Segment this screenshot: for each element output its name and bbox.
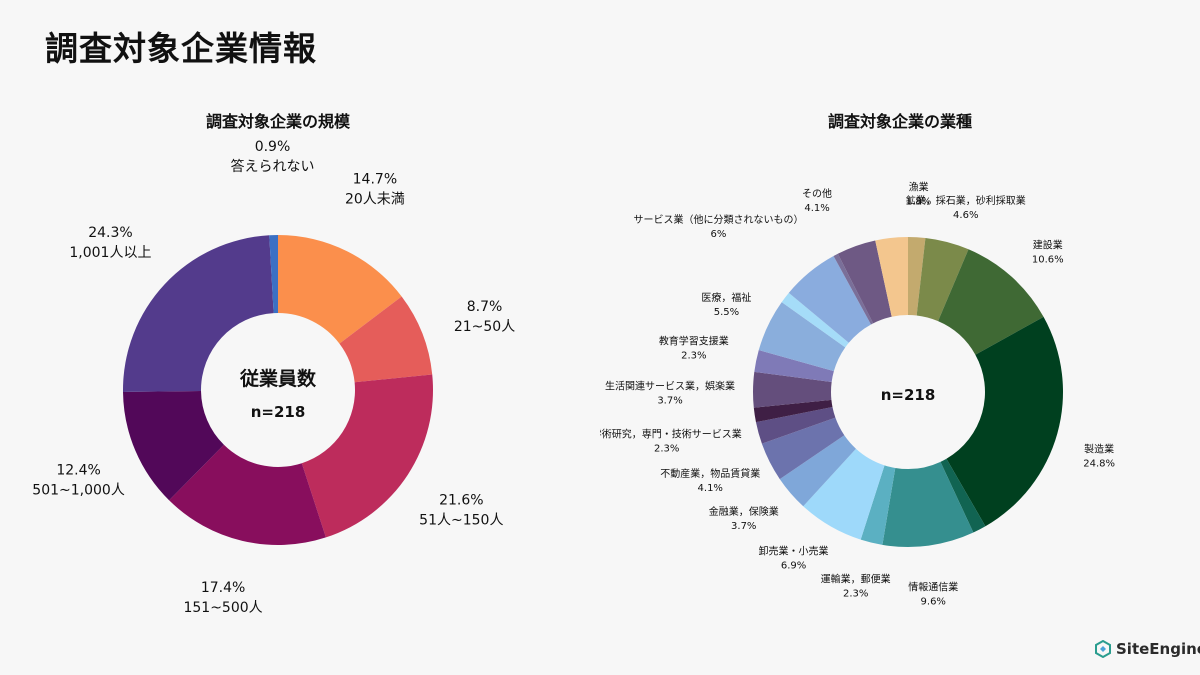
slice-label: 医療，福祉 <box>701 291 751 304</box>
donut-slice <box>755 406 836 444</box>
slice-label: 12.4% <box>56 462 100 478</box>
donut-slice <box>339 296 433 383</box>
donut-slice <box>833 253 874 325</box>
slice-label: サービス業（他に分類されないもの） <box>633 213 803 226</box>
slice-value: 501~1,000人 <box>32 482 125 498</box>
slice-value: 2.3% <box>681 350 706 361</box>
slice-value: 6.9% <box>781 561 806 572</box>
donut-slice <box>123 235 274 392</box>
site-engine-logo: SiteEngine <box>1094 640 1200 658</box>
slice-label: 建設業 <box>1033 238 1063 251</box>
company-size-donut-chart: 14.7% 20人未満 8.7% 21~50人 21.6% 51人~150人 17.4% 15… <box>32 139 515 616</box>
slice-label: 0.9% <box>255 139 291 155</box>
donut-slice <box>754 350 834 383</box>
donut-slice <box>946 316 1063 527</box>
donut-slice <box>875 237 908 317</box>
slice-label: 14.7% <box>353 171 397 187</box>
slice-label: 鉱業，採石業，砂利採取業 <box>906 194 1026 207</box>
center-sample-size: n=218 <box>251 403 306 421</box>
slice-value: 20人未満 <box>345 191 405 207</box>
donut-slice <box>301 374 433 538</box>
donut-slice <box>278 235 402 344</box>
donut-slice <box>753 399 833 423</box>
slice-label: 運輸業，郵便業 <box>821 573 891 586</box>
donut-slice <box>860 465 896 545</box>
slice-value: 1.8% <box>906 196 931 207</box>
slice-label: 情報通信業 <box>908 580 958 593</box>
page-title: 調査対象企業情報 <box>45 29 317 68</box>
donut-slice <box>916 237 969 322</box>
donut-slice <box>269 235 278 314</box>
donut-slice <box>803 448 885 540</box>
slice-label: 学術研究，専門・技術サービス業 <box>600 428 742 441</box>
slice-label: 21.6% <box>439 493 483 509</box>
donut-slice <box>788 256 872 343</box>
slice-label: 教育学習支援業 <box>659 334 729 347</box>
slice-label: 17.4% <box>201 580 245 596</box>
slice-value: 2.3% <box>654 444 679 455</box>
slice-value: 10.6% <box>1032 254 1064 265</box>
industry-donut-chart: 漁業 1.8%鉱業，採石業，砂利採取業 4.6% 建設業 10.6% 製造業 24.8% 情報… <box>600 180 1115 607</box>
donut-slice <box>882 461 974 547</box>
slice-label: 漁業 <box>909 180 929 193</box>
donut-slice <box>123 390 224 501</box>
donut-slice <box>837 240 892 324</box>
center-sample-size: n=218 <box>881 386 936 404</box>
donut-slice <box>758 302 846 372</box>
donut-slice <box>938 249 1044 355</box>
slice-label: その他 <box>802 187 832 200</box>
slice-value: 51人~150人 <box>419 513 503 529</box>
slice-value: 3.7% <box>657 395 682 406</box>
center-label: 従業員数 <box>239 367 317 390</box>
slice-value: 4.1% <box>804 203 829 214</box>
donut-slice <box>761 417 845 480</box>
brand-name: SiteEngine <box>1116 640 1200 658</box>
donut-slice <box>753 371 832 408</box>
slice-label: 不動産業，物品賃貸業 <box>660 467 760 480</box>
size-chart-title: 調査対象企業の規模 <box>205 112 350 131</box>
donut-slice <box>908 237 926 316</box>
donut-slice <box>781 292 849 348</box>
slice-value: 1,001人以上 <box>69 245 151 261</box>
slice-value: 24.8% <box>1083 458 1115 469</box>
slice-value: 答えられない <box>230 158 314 175</box>
slice-label: 8.7% <box>467 299 503 315</box>
site-engine-logo-icon <box>1095 640 1111 658</box>
slice-value: 151~500人 <box>183 600 262 616</box>
slice-value: 9.6% <box>921 596 946 607</box>
donut-slice <box>940 458 986 533</box>
slice-label: 製造業 <box>1084 442 1114 455</box>
slice-label: 24.3% <box>88 225 132 241</box>
industry-chart-title: 調査対象企業の業種 <box>827 112 972 131</box>
slice-value: 2.3% <box>843 589 868 600</box>
slice-value: 3.7% <box>731 521 756 532</box>
slice-label: 金融業，保険業 <box>709 505 779 518</box>
slice-value: 5.5% <box>714 307 739 318</box>
slice-value: 4.1% <box>698 483 723 494</box>
slice-value: 4.6% <box>953 210 978 221</box>
slice-value: 21~50人 <box>454 319 515 335</box>
donut-slice <box>169 444 326 546</box>
slice-value: 6% <box>711 229 727 240</box>
slice-label: 生活関連サービス業，娯楽業 <box>605 379 735 392</box>
donut-slice <box>779 435 856 507</box>
slice-label: 卸売業・小売業 <box>759 545 829 558</box>
